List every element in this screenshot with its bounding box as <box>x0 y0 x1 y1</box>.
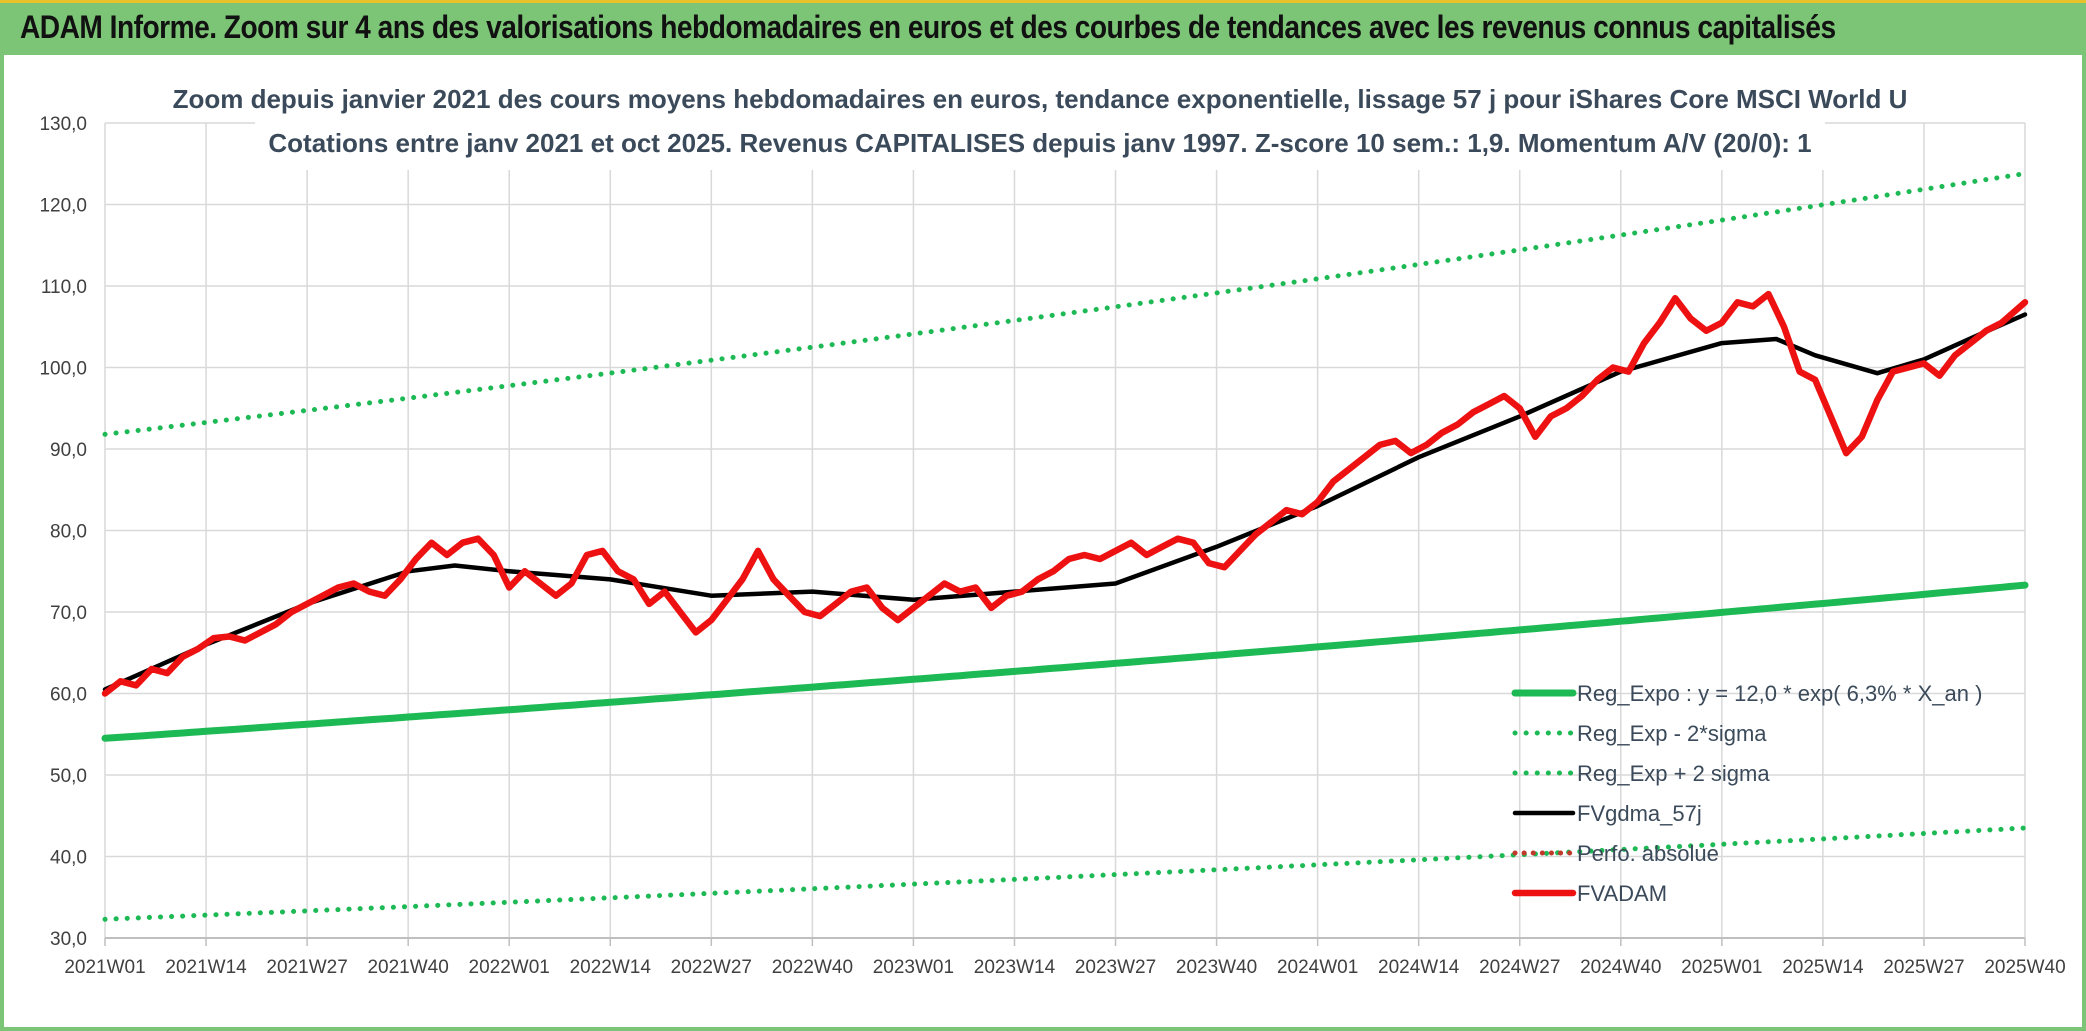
x-tick-label: 2024W14 <box>1378 957 1460 978</box>
legend-fvadam: FVADAM <box>1511 881 1667 906</box>
legend-reg-expo: Reg_Expo : y = 12,0 * exp( 6,3% * X_an ) <box>1511 681 1982 706</box>
fvadam-line <box>101 290 2029 697</box>
page-title: ADAM Informe. Zoom sur 4 ans des valoris… <box>20 9 1836 45</box>
chart-title-block: Zoom depuis janvier 2021 des cours moyen… <box>173 80 1908 170</box>
x-tick-label: 2024W01 <box>1277 957 1358 978</box>
y-tick-label: 70,0 <box>50 603 87 624</box>
y-tick-label: 30,0 <box>50 929 87 950</box>
y-tick-label: 90,0 <box>50 440 87 461</box>
x-tick-label: 2021W01 <box>64 957 145 978</box>
reg-exp-plus-2sigma-line <box>102 171 2028 437</box>
legend-label: FVADAM <box>1577 881 1667 906</box>
x-tick-label: 2023W40 <box>1176 957 1257 978</box>
x-axis-ticks: 2021W01 2021W14 2021W27 2021W40 2022W01 2022W… <box>64 937 2066 978</box>
series-lines <box>101 171 2029 922</box>
x-tick-label: 2022W14 <box>570 957 652 978</box>
y-tick-label: 130,0 <box>39 114 87 135</box>
chart-subtitle: Cotations entre janv 2021 et oct 2025. R… <box>268 128 1811 158</box>
grid-lines <box>104 122 2026 939</box>
x-tick-label: 2025W14 <box>1782 957 1864 978</box>
title-background <box>255 80 1825 170</box>
y-tick-label: 50,0 <box>50 766 87 787</box>
y-axis-ticks: 30,0 40,0 50,0 60,0 70,0 80,0 90,0 100,0 110,0 12… <box>39 114 87 950</box>
legend-fvgdma: FVgdma_57j <box>1512 801 1702 826</box>
legend-reg-exp-minus: Reg_Exp - 2*sigma <box>1512 721 1767 746</box>
x-tick-label: 2023W27 <box>1075 957 1156 978</box>
x-tick-label: 2021W40 <box>367 957 448 978</box>
x-tick-label: 2022W01 <box>469 957 550 978</box>
y-tick-label: 60,0 <box>50 685 87 706</box>
legend: Reg_Expo : y = 12,0 * exp( 6,3% * X_an )… <box>1511 681 1982 906</box>
legend-label: FVgdma_57j <box>1577 801 1702 826</box>
x-tick-label: 2024W40 <box>1580 957 1661 978</box>
chart-frame <box>0 55 2086 1031</box>
legend-label: Reg_Expo : y = 12,0 * exp( 6,3% * X_an ) <box>1577 681 1982 706</box>
x-tick-label: 2023W14 <box>974 957 1056 978</box>
chart-title: Zoom depuis janvier 2021 des cours moyen… <box>173 84 1908 114</box>
legend-label: Reg_Exp - 2*sigma <box>1577 721 1767 746</box>
legend-label: Perfo. absolue <box>1577 841 1719 866</box>
legend-reg-exp-plus: Reg_Exp + 2 sigma <box>1512 761 1770 786</box>
y-tick-label: 110,0 <box>41 277 87 298</box>
x-tick-label: 2023W01 <box>873 957 954 978</box>
legend-perfo: Perfo. absolue <box>1512 841 1719 866</box>
legend-label: Reg_Exp + 2 sigma <box>1577 761 1770 786</box>
x-tick-label: 2021W27 <box>266 957 347 978</box>
x-tick-label: 2025W40 <box>1984 957 2065 978</box>
x-tick-label: 2022W27 <box>671 957 752 978</box>
x-tick-label: 2022W40 <box>772 957 853 978</box>
y-tick-label: 40,0 <box>50 848 87 869</box>
fvgdma-57j-line <box>102 312 2028 692</box>
y-tick-label: 100,0 <box>39 359 87 380</box>
reg-expo-line <box>101 581 2029 742</box>
x-tick-label: 2021W14 <box>165 957 247 978</box>
x-tick-label: 2025W27 <box>1883 957 1964 978</box>
y-tick-label: 80,0 <box>50 522 87 543</box>
x-tick-label: 2024W27 <box>1479 957 1560 978</box>
x-tick-label: 2025W01 <box>1681 957 1762 978</box>
y-tick-label: 120,0 <box>39 196 87 217</box>
header-banner: ADAM Informe. Zoom sur 4 ans des valoris… <box>0 0 2086 55</box>
reg-exp-minus-2sigma-line <box>102 825 2028 922</box>
